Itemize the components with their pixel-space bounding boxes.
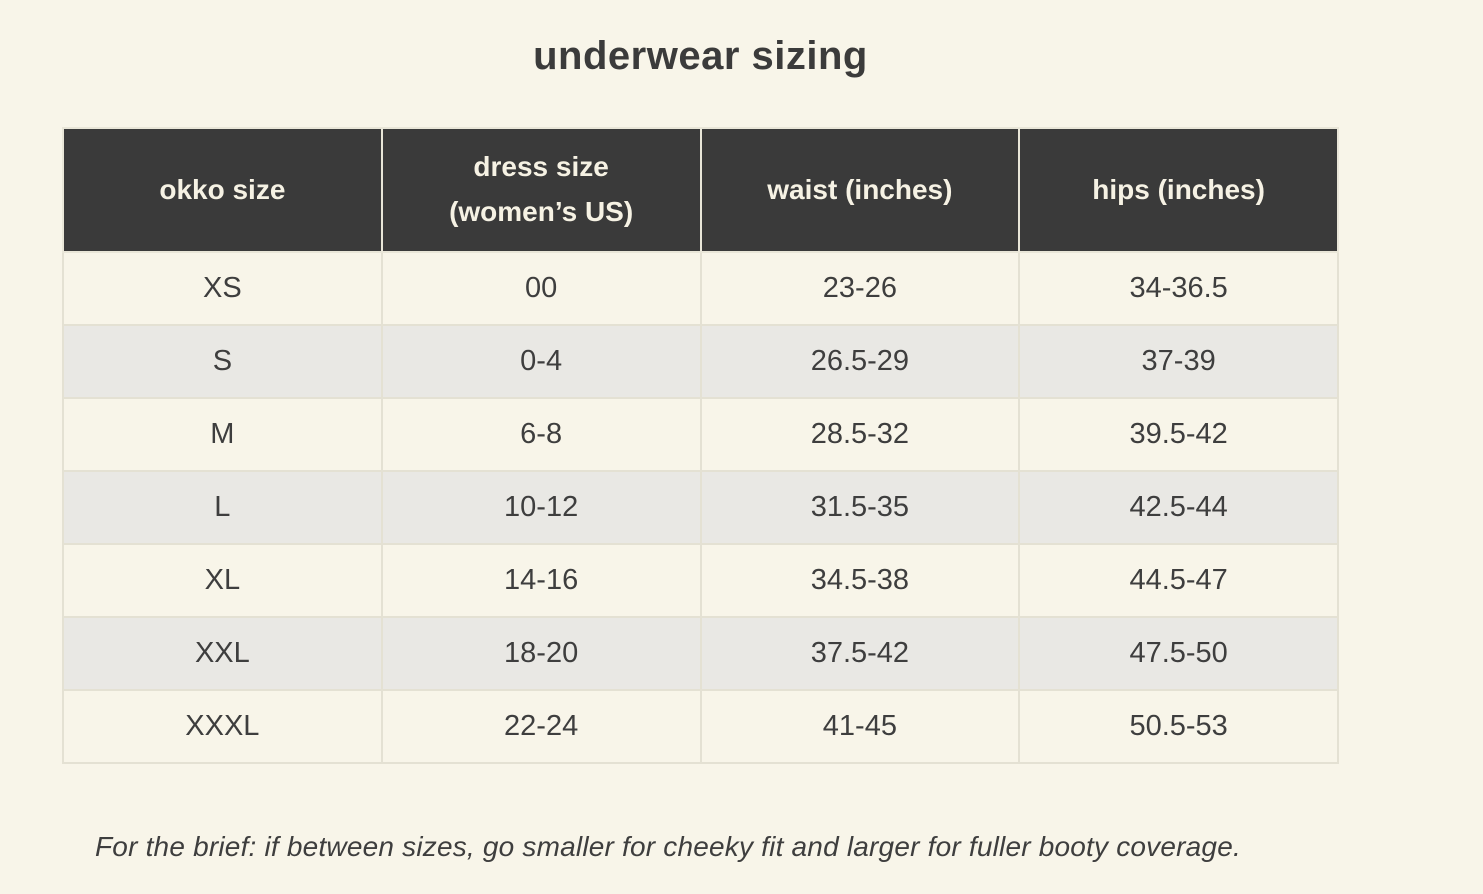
cell-hips: 34-36.5 (1018, 251, 1339, 326)
column-header-label: dress size (473, 151, 609, 183)
column-header-okko-size: okko size (62, 127, 383, 253)
cell-okko-size: XXXL (62, 689, 383, 764)
header-row: okko size dress size (women’s US) waist … (62, 127, 1339, 253)
column-header-label: okko size (159, 173, 286, 205)
cell-hips: 42.5-44 (1018, 470, 1339, 545)
column-header-waist: waist (inches) (699, 127, 1021, 253)
column-header-label: hips (inches) (1092, 173, 1265, 205)
sizing-table-body: XS 00 23-26 34-36.5 S 0-4 26.5-29 37-39 … (62, 251, 1339, 764)
fit-note: For the brief: if between sizes, go smal… (95, 831, 1241, 862)
cell-okko-size: XS (62, 251, 383, 326)
cell-waist: 28.5-32 (699, 397, 1021, 472)
table-row-xl: XL 14-16 34.5-38 44.5-47 (62, 543, 1339, 618)
cell-hips: 44.5-47 (1018, 543, 1339, 618)
table-row-xxxl: XXXL 22-24 41-45 50.5-53 (62, 689, 1339, 764)
table-row-xs: XS 00 23-26 34-36.5 (62, 251, 1339, 326)
cell-waist: 26.5-29 (699, 324, 1021, 399)
sizing-table: okko size dress size (women’s US) waist … (62, 127, 1339, 764)
cell-dress-size: 6-8 (380, 397, 702, 472)
cell-waist: 37.5-42 (699, 616, 1021, 691)
cell-okko-size: M (62, 397, 383, 472)
cell-waist: 41-45 (699, 689, 1021, 764)
cell-dress-size: 0-4 (380, 324, 702, 399)
sizing-table-header: okko size dress size (women’s US) waist … (62, 127, 1339, 253)
cell-dress-size: 14-16 (380, 543, 702, 618)
cell-hips: 47.5-50 (1018, 616, 1339, 691)
column-header-label: waist (inches) (767, 173, 953, 205)
table-row-s: S 0-4 26.5-29 37-39 (62, 324, 1339, 399)
cell-okko-size: S (62, 324, 383, 399)
cell-waist: 31.5-35 (699, 470, 1021, 545)
cell-okko-size: XXL (62, 616, 383, 691)
page-title: underwear sizing (533, 34, 868, 78)
table-row-m: M 6-8 28.5-32 39.5-42 (62, 397, 1339, 472)
cell-waist: 23-26 (699, 251, 1021, 326)
cell-okko-size: L (62, 470, 383, 545)
table-row-xxl: XXL 18-20 37.5-42 47.5-50 (62, 616, 1339, 691)
cell-hips: 50.5-53 (1018, 689, 1339, 764)
column-header-hips: hips (inches) (1018, 127, 1339, 253)
cell-waist: 34.5-38 (699, 543, 1021, 618)
cell-dress-size: 00 (380, 251, 702, 326)
cell-hips: 37-39 (1018, 324, 1339, 399)
table-row-l: L 10-12 31.5-35 42.5-44 (62, 470, 1339, 545)
cell-dress-size: 18-20 (380, 616, 702, 691)
cell-dress-size: 10-12 (380, 470, 702, 545)
cell-dress-size: 22-24 (380, 689, 702, 764)
cell-hips: 39.5-42 (1018, 397, 1339, 472)
column-header-dress-size: dress size (women’s US) (380, 127, 702, 253)
cell-okko-size: XL (62, 543, 383, 618)
column-header-sublabel: (women’s US) (449, 196, 634, 227)
